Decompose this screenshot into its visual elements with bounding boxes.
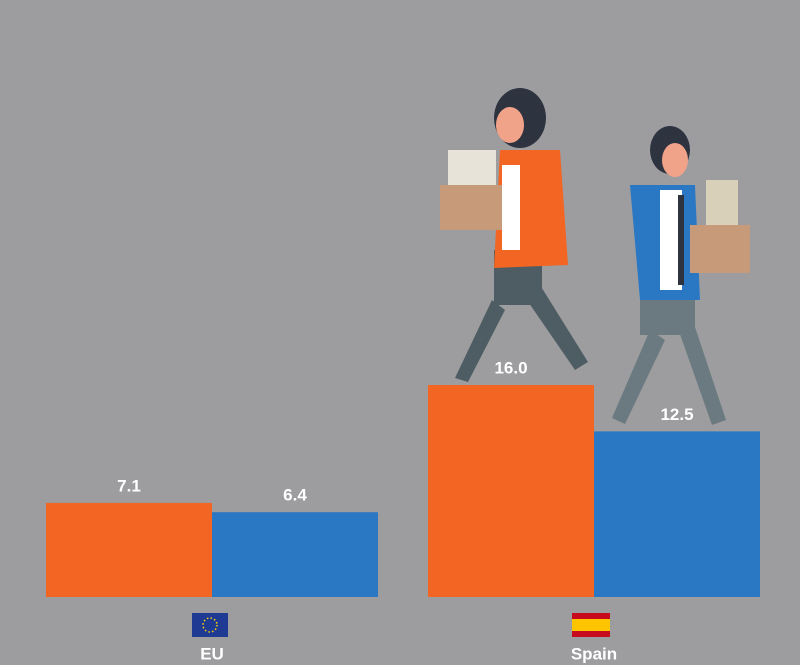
spain-flag	[572, 613, 610, 637]
category-label: EU	[200, 644, 224, 663]
bar	[46, 502, 212, 597]
bar	[428, 385, 594, 597]
bar	[594, 431, 760, 597]
value-label: 12.5	[660, 405, 693, 424]
illustration-woman	[440, 88, 588, 382]
value-label: 16.0	[494, 358, 527, 377]
illustration-man	[612, 126, 750, 425]
value-label: 7.1	[117, 476, 141, 495]
value-label: 6.4	[283, 486, 307, 505]
bar	[212, 512, 378, 597]
category-label: Spain	[571, 644, 617, 663]
eu-flag	[192, 613, 228, 637]
